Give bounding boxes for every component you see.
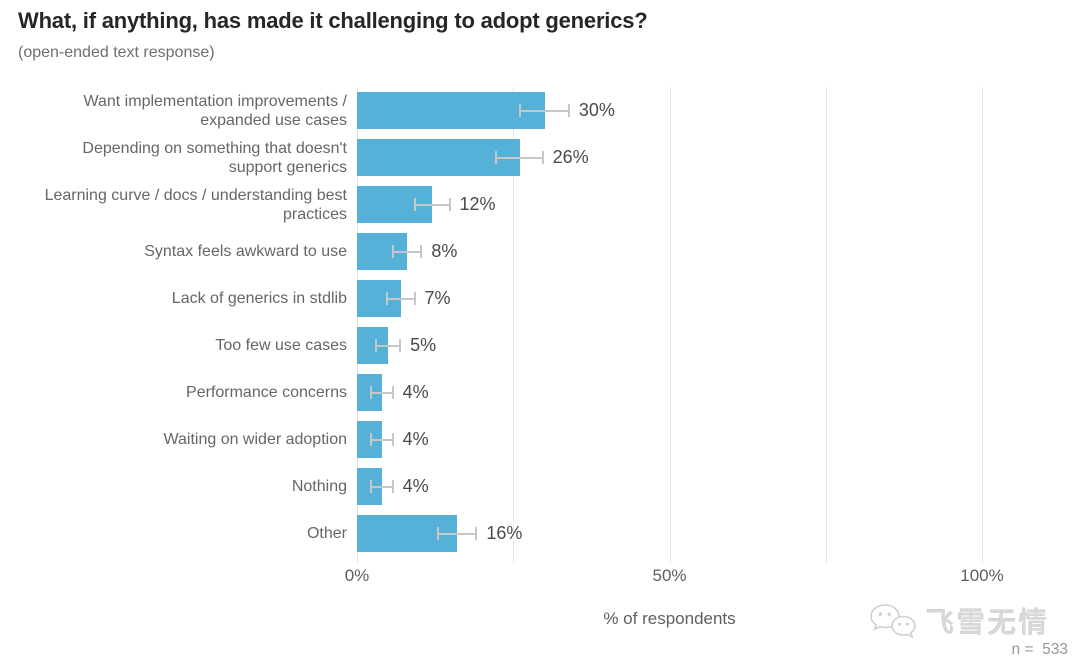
error-bar-cap-low	[519, 104, 522, 117]
error-bar-cap-low	[375, 339, 378, 352]
error-bar	[371, 391, 393, 394]
error-bar-cap-high	[391, 386, 394, 399]
gridline-100pct	[982, 87, 983, 563]
x-tick-100%: 100%	[960, 566, 1004, 585]
value-label: 4%	[402, 476, 429, 496]
x-axis-label: % of respondents	[603, 609, 736, 628]
category-label: Performance concerns	[186, 384, 347, 401]
category-label: Syntax feels awkward to use	[144, 243, 347, 260]
error-bar	[392, 250, 422, 253]
error-bar-cap-high	[413, 292, 416, 305]
error-bar-cap-high	[475, 527, 478, 540]
plot-area: 30% 26% 12% 8% 7% 5% 4% 4% 4% 16%	[357, 87, 983, 563]
error-bar-cap-low	[386, 292, 388, 305]
wechat-icon	[870, 604, 916, 639]
x-tick-0%: 0%	[344, 566, 370, 585]
value-label: 4%	[402, 429, 429, 449]
value-label: 30%	[578, 100, 615, 120]
watermark-text: 飞雪无情	[925, 607, 1050, 638]
error-bar-cap-high	[391, 433, 394, 446]
error-bar-cap-high	[391, 480, 394, 493]
error-bar	[371, 485, 393, 488]
category-axis: Want implementation improvements / expan…	[0, 87, 347, 557]
category-label: Depending on something that doesn't supp…	[82, 139, 347, 176]
category-label: Other	[306, 525, 347, 542]
error-bar	[376, 344, 401, 347]
value-label: 16%	[486, 523, 523, 543]
error-bar-cap-high	[541, 151, 544, 164]
x-tick-50%: 50%	[652, 566, 687, 585]
error-bar-cap-high	[567, 104, 570, 117]
error-bar	[496, 156, 543, 159]
error-bar-cap-high	[399, 339, 402, 352]
value-label: 8%	[431, 241, 458, 261]
error-bar-cap-low	[495, 151, 498, 164]
error-bar-cap-low	[370, 386, 373, 399]
error-bar-cap-high	[420, 245, 423, 258]
category-label: Learning curve / docs / understanding be…	[44, 186, 347, 223]
error-bar	[387, 297, 415, 300]
error-bar-cap-low	[391, 245, 394, 258]
sample-size: n = 533	[1011, 641, 1068, 658]
value-label: 7%	[424, 288, 451, 308]
chart-title: What, if anything, has made it challengi…	[18, 8, 648, 33]
error-bar	[371, 438, 393, 441]
category-label: Waiting on wider adoption	[163, 431, 347, 448]
gridline-25pct	[513, 87, 515, 563]
category-label: Lack of generics in stdlib	[171, 290, 347, 307]
bar-chart: Want implementation improvements / expan…	[0, 87, 983, 563]
value-label: 4%	[402, 382, 429, 402]
error-bar-cap-low	[370, 433, 373, 446]
category-label: Nothing	[291, 478, 347, 495]
category-label: Too few use cases	[215, 337, 347, 354]
gridline-50pct	[669, 87, 671, 563]
error-bar-cap-low	[413, 198, 416, 211]
error-bar-cap-low	[436, 527, 439, 540]
error-bar	[414, 203, 450, 206]
error-bar	[437, 532, 477, 535]
chart-subtitle: (open-ended text response)	[18, 44, 215, 61]
value-label: 26%	[552, 147, 589, 167]
category-label: Want implementation improvements / expan…	[83, 92, 347, 129]
value-label: 5%	[410, 335, 437, 355]
bar	[357, 92, 545, 129]
gridline-75pct	[825, 87, 827, 563]
gridline-0pct	[357, 87, 358, 563]
error-bar-cap-high	[448, 198, 451, 211]
value-label: 12%	[459, 194, 496, 214]
watermark: 飞雪无情	[868, 601, 1050, 641]
x-axis-ticks: 0% 50% 100%	[345, 566, 1004, 588]
bar	[357, 139, 520, 176]
error-bar-cap-low	[370, 480, 373, 493]
error-bar	[520, 109, 569, 112]
